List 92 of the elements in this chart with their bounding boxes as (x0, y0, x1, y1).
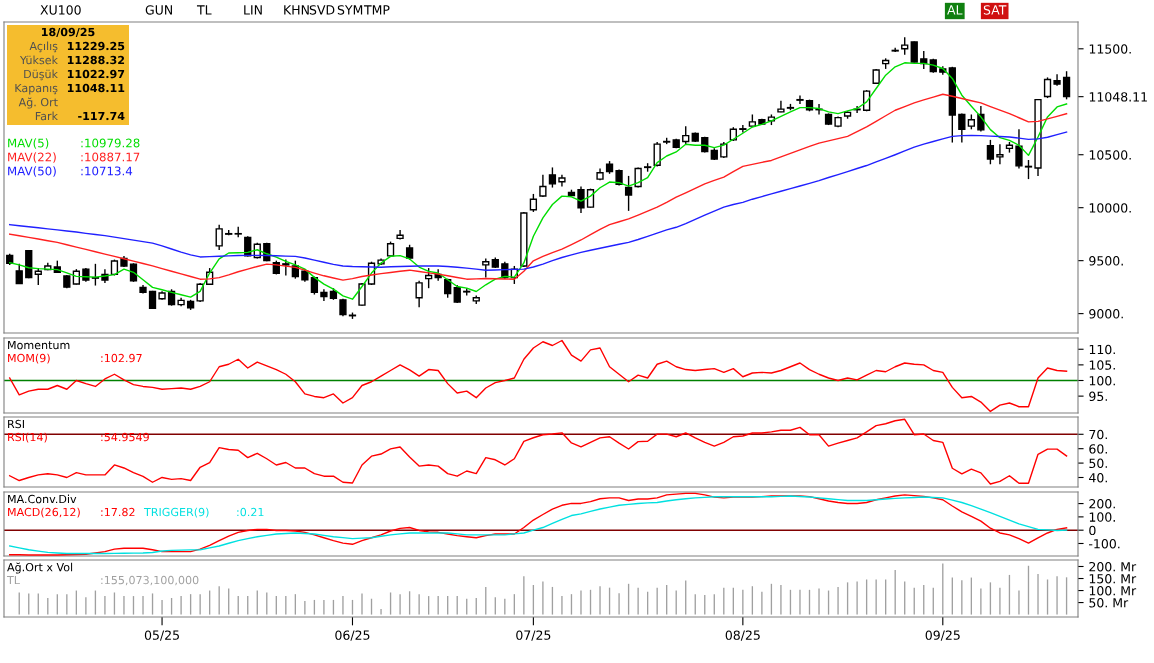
y-tick-label: 100. (1089, 375, 1115, 386)
y-tick-label: 105. (1089, 360, 1115, 370)
candlestick (1043, 76, 1052, 99)
candlestick (996, 143, 1004, 165)
candlestick (482, 257, 490, 279)
y-tick-label: 10000. (1089, 203, 1131, 213)
annotation: 18/09/25 (42, 27, 95, 38)
annotation: Yüksek (19, 55, 58, 65)
text: SAT (983, 5, 1007, 15)
y-tick-label: 200. Mr (1089, 561, 1137, 572)
y-tick-label: 100. (1089, 512, 1115, 522)
text: SVD (309, 5, 335, 15)
candlestick (986, 139, 995, 165)
annotation: 11229.25 (67, 41, 125, 51)
annotation: :17.82 (101, 507, 135, 517)
y-tick-label: 9500. (1089, 256, 1123, 266)
y-tick-label: 40. (1089, 472, 1107, 483)
text: TL (196, 5, 212, 15)
series-label: MOM(9) (8, 353, 50, 364)
candlestick (653, 141, 661, 168)
annotation: Açılış (29, 41, 58, 53)
y-tick-label: 100. Mr (1089, 586, 1137, 596)
candlestick (215, 223, 223, 251)
text: MAV(22) (8, 152, 56, 163)
y-tick-label: -100. (1089, 538, 1120, 549)
annotation: -117.74 (78, 111, 125, 121)
text: RSI(14) (8, 432, 47, 443)
y-tick-label: 11048.11 (1089, 92, 1147, 102)
candlestick (425, 267, 433, 289)
y-tick-label: 70. (1089, 429, 1107, 440)
y-tick-label: 10500. (1089, 150, 1131, 160)
annotation: 11048.11 (67, 83, 125, 93)
line-series (9, 339, 1068, 413)
annotation: Ağ. Ort (18, 97, 58, 109)
chart-title: RSI (8, 419, 24, 429)
x-tick-label: 06/25 (335, 630, 370, 641)
line-series (9, 418, 1068, 485)
candlestick (1062, 70, 1071, 101)
y-tick-label: 200. (1089, 499, 1115, 509)
text: TMP (363, 5, 390, 15)
x-tick-label: 07/25 (516, 630, 551, 641)
candlestick (682, 125, 690, 145)
y-tick-label: 95. (1089, 391, 1107, 402)
candlestick (624, 175, 633, 212)
y-tick-label: 150. Mr (1089, 573, 1137, 584)
annotation: :10979.28 (81, 138, 140, 148)
annotation: :10887.17 (81, 152, 140, 162)
chart-title: Momentum (8, 340, 70, 350)
annotation: Kapanış (15, 83, 58, 95)
chart-title: MA.Conv.Div (8, 494, 77, 504)
candlestick (796, 94, 804, 105)
text: TRIGGER(9) (143, 507, 209, 518)
text: AL (947, 5, 963, 15)
x-tick-label: 08/25 (725, 630, 760, 641)
annotation: :10713.4 (81, 166, 133, 176)
annotation: :102.97 (101, 353, 142, 363)
candlestick (910, 40, 918, 64)
y-tick-label: 50. (1089, 458, 1107, 469)
annotation: Düşük (24, 69, 58, 81)
text: KHN (284, 5, 309, 15)
x-tick-label: 05/25 (144, 630, 179, 641)
text: SYM (337, 5, 363, 15)
x-tick-label: 09/25 (925, 630, 960, 641)
y-tick-label: 9000. (1089, 309, 1123, 319)
annotation: :0.21 (237, 507, 264, 517)
text: LIN (244, 5, 262, 15)
candlestick (548, 166, 557, 189)
text: MACD(26,12) (8, 507, 80, 518)
text: MAV(5) (8, 138, 49, 149)
candlestick (1024, 159, 1033, 180)
candlestick (1015, 128, 1023, 170)
chart-title: XU100 (40, 5, 81, 15)
chart-title: Ağ.Ort x Vol (7, 562, 73, 574)
annotation: 11022.97 (67, 69, 125, 79)
candlestick (634, 166, 642, 189)
annotation: 11288.32 (67, 55, 125, 65)
annotation: Fark (35, 111, 58, 121)
y-tick-label: 11500. (1089, 44, 1131, 54)
candlestick (739, 124, 747, 134)
y-tick-label: 110. (1089, 344, 1115, 355)
series-label: TL (6, 575, 20, 585)
candlestick (577, 185, 585, 214)
y-tick-label: 0 (1089, 525, 1096, 536)
candlestick (958, 112, 966, 144)
candlestick (415, 280, 423, 308)
text: MAV(50) (8, 166, 56, 177)
annotation: :54.9549 (101, 432, 149, 442)
text: GUN (145, 5, 172, 15)
y-tick-label: 50. Mr (1089, 598, 1129, 608)
y-tick-label: 60. (1089, 444, 1107, 454)
annotation: :155,073,100,000 (101, 575, 199, 586)
candlestick (529, 193, 538, 213)
